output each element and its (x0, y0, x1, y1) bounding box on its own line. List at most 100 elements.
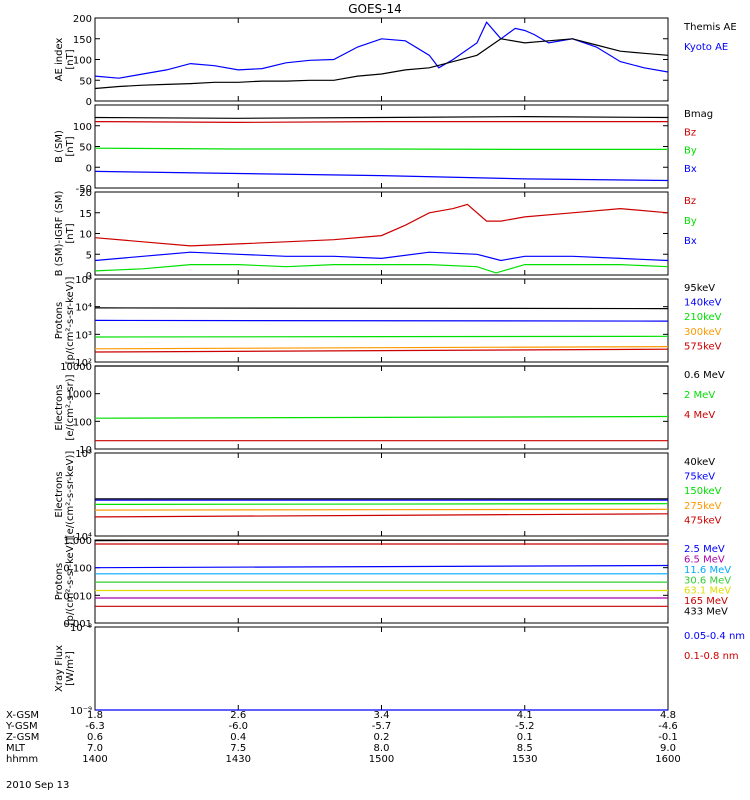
y-axis-unit: [nT] (65, 223, 76, 243)
series-line-bmag (94, 115, 669, 119)
panel-2: -50 0 50 100 B (SM) [nT] Bmag Bz By Bx (54, 104, 713, 195)
y-tick-label: 5 (86, 250, 92, 261)
legend-entry: 0.1-0.8 nm (684, 651, 739, 662)
legend-entry: 150keV (684, 486, 722, 497)
y-tick-label: -50 (76, 184, 92, 195)
legend-entry: 275keV (684, 501, 722, 512)
orbit-value: 0.1 (517, 732, 533, 743)
panel-8: 10⁻⁹ 10⁻⁸ Xray Flux [W/m²] 0.05-0.4 nm 0.1-0.… (54, 543, 745, 717)
orbit-value: -6.3 (85, 721, 105, 732)
orbit-value: 1400 (82, 754, 107, 765)
y-axis-label: Protons (54, 563, 65, 600)
legend-entry: 75keV (684, 472, 715, 483)
series-line-210kev (94, 335, 669, 338)
orbit-value: 1430 (226, 754, 251, 765)
series-line-bx (94, 170, 669, 182)
y-tick-label: 0 (86, 97, 92, 108)
orbit-row-label: MLT (6, 743, 26, 754)
y-tick-label: 10⁴ (75, 532, 92, 543)
y-tick-label: 100 (73, 122, 92, 133)
series-line-bz (94, 203, 669, 247)
y-axis-unit: [p/(cm²-s-sr-keV)] (65, 538, 76, 626)
legend-entry: 210keV (684, 312, 722, 323)
series-line-bz (94, 120, 668, 124)
orbit-row-label: hhmm (6, 754, 38, 765)
y-tick-label: 1000 (67, 390, 92, 401)
orbit-value: 0.2 (374, 732, 390, 743)
y-axis-unit: [W/m²] (65, 651, 76, 686)
legend-entry: 40keV (684, 457, 715, 468)
y-tick-label: 0.010 (63, 591, 92, 602)
orbit-value: -6.0 (228, 721, 248, 732)
y-axis-label: Electrons (54, 384, 65, 430)
legend-entry: Bmag (684, 109, 713, 120)
y-tick-label: 150 (73, 35, 92, 46)
panel-1: 0 50 100 150 200 AE index [nT] Themis AE Kyoto A… (54, 14, 737, 108)
y-tick-label: 10⁻⁸ (70, 623, 92, 634)
legend-entry: 4 MeV (684, 410, 715, 421)
orbit-value: -4.6 (658, 721, 678, 732)
y-tick-label: 10000 (60, 362, 92, 373)
series-line-by (94, 264, 669, 274)
series-line-bx (94, 251, 669, 262)
series-line-95kev (94, 307, 669, 310)
series-line-by (94, 147, 668, 150)
orbit-value: 7.0 (87, 743, 103, 754)
orbit-value: 8.5 (517, 743, 533, 754)
legend-entry: 0.05-0.4 nm (684, 631, 745, 642)
panel-frame (94, 365, 669, 450)
series-line-themis-ae (94, 38, 669, 90)
orbit-value: 1600 (655, 754, 680, 765)
series-line-150kev (94, 503, 669, 505)
y-tick-label: 10⁴ (75, 303, 92, 314)
y-axis-unit: [p/(cm²-s-sr-keV)] (65, 277, 76, 365)
y-axis-label: Electrons (54, 471, 65, 517)
y-axis-label: AE index (54, 38, 65, 82)
orbit-value: -5.7 (372, 721, 392, 732)
y-tick-label: 1.000 (63, 536, 92, 547)
legend-entry: 0.6 MeV (684, 370, 725, 381)
chart-title: GOES-14 (348, 2, 402, 16)
series-line-2-5-mev (94, 564, 669, 569)
legend-entry: 95keV (684, 283, 715, 294)
y-tick-label: 100 (73, 417, 92, 428)
y-tick-label: 0 (86, 163, 92, 174)
panel-6: 10⁴ 10⁵ Electrons [e/(cm²-s-sr-keV)] 40keV 75… (54, 449, 722, 543)
y-tick-label: 10² (75, 358, 92, 369)
legend-entry: 11.6 MeV (684, 565, 731, 576)
series-line-2-mev (94, 415, 669, 419)
legend-entry: 165 MeV (684, 596, 728, 607)
orbit-value: 7.5 (230, 743, 246, 754)
orbit-value: 8.0 (374, 743, 390, 754)
orbit-value: 2.6 (230, 710, 246, 721)
orbit-row-label: X-GSM (6, 710, 39, 721)
y-axis-label: Protons (54, 302, 65, 339)
y-axis-unit: [e/(cm²-s-sr-keV)] (65, 451, 76, 539)
y-tick-label: 0.100 (63, 564, 92, 575)
y-tick-label: 200 (73, 14, 92, 25)
legend-entry: 2 MeV (684, 390, 715, 401)
y-axis-label: B (SM)-IGRF (SM) (54, 191, 65, 277)
orbit-value: -0.1 (658, 732, 678, 743)
y-tick-label: 50 (79, 143, 92, 154)
orbit-row-label: Y-GSM (5, 721, 38, 732)
legend-entry: Bz (684, 196, 696, 207)
y-tick-label: 10⁻⁹ (70, 706, 92, 717)
orbit-value: 0.4 (230, 732, 246, 743)
legend-entry: 300keV (684, 327, 722, 338)
y-tick-label: 10³ (75, 330, 92, 341)
y-tick-label: 20 (79, 188, 92, 199)
legend-entry: Bz (684, 127, 696, 138)
orbit-value: 1.8 (87, 710, 103, 721)
legend-entry: Bx (684, 236, 697, 247)
orbit-value: 4.8 (660, 710, 676, 721)
y-tick-label: 0.001 (63, 619, 92, 630)
orbit-value: 4.1 (517, 710, 533, 721)
orbit-value: 3.4 (374, 710, 390, 721)
series-line-475kev (94, 513, 669, 518)
y-tick-label: 10 (79, 230, 92, 241)
series-line-575kev (94, 348, 669, 353)
panel-frame (94, 17, 669, 102)
date-label: 2010 Sep 13 (6, 780, 69, 791)
